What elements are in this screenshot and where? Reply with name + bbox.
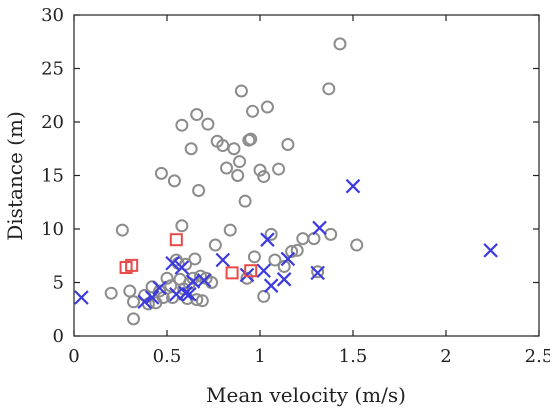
circle-point xyxy=(257,289,271,303)
circle-point xyxy=(192,183,206,197)
series-square-markers xyxy=(119,233,258,280)
circle-point xyxy=(175,219,189,233)
circle-point xyxy=(247,250,261,264)
circle-point xyxy=(333,37,347,51)
x-point xyxy=(137,294,152,310)
circle-point xyxy=(268,253,282,267)
square-point xyxy=(244,264,258,278)
circle-point xyxy=(167,174,181,188)
circle-point xyxy=(277,259,291,273)
circle-point xyxy=(244,132,258,146)
x-point xyxy=(345,178,361,194)
circle-point xyxy=(184,142,198,156)
y-tick-label: 10 xyxy=(41,219,64,240)
circle-point xyxy=(233,155,247,169)
plot-frame xyxy=(73,14,540,337)
circle-point xyxy=(281,137,295,151)
x-tick-label: 1 xyxy=(254,346,265,367)
x-point xyxy=(165,255,180,271)
x-point xyxy=(182,286,197,302)
x-point xyxy=(483,243,498,258)
series-circle-markers xyxy=(104,37,364,326)
circle-point xyxy=(186,271,200,285)
circle-point xyxy=(257,170,271,184)
x-point xyxy=(144,290,160,305)
axis-ticks xyxy=(73,14,540,337)
circle-point xyxy=(195,294,209,308)
circle-point xyxy=(175,118,189,132)
x-point xyxy=(260,232,275,247)
y-tick-label: 5 xyxy=(53,273,64,294)
x-tick-label: 2 xyxy=(440,346,451,367)
circle-point xyxy=(272,162,286,176)
square-point xyxy=(225,266,239,280)
y-tick-label: 30 xyxy=(41,5,64,26)
x-point xyxy=(256,263,271,279)
circle-point xyxy=(234,84,248,98)
square-point xyxy=(125,258,139,272)
circle-point xyxy=(231,169,245,182)
circle-point xyxy=(193,269,207,283)
circle-point xyxy=(115,223,129,237)
circle-point xyxy=(223,223,237,237)
circle-point xyxy=(264,227,278,241)
y-tick-label: 0 xyxy=(53,326,64,347)
circle-point xyxy=(227,142,241,156)
circle-point xyxy=(188,252,202,266)
circle-point xyxy=(260,100,274,114)
circle-point xyxy=(285,244,299,258)
circle-point xyxy=(246,104,260,118)
circle-point xyxy=(123,284,137,298)
circle-point xyxy=(311,265,325,279)
x-point xyxy=(196,273,212,288)
x-point xyxy=(312,220,327,236)
x-point xyxy=(74,290,89,305)
x-point xyxy=(276,272,292,287)
circle-point xyxy=(240,271,254,285)
x-axis-title: Mean velocity (m/s) xyxy=(206,383,406,407)
circle-point xyxy=(160,271,174,285)
circle-point xyxy=(322,82,336,96)
x-tick-label: 0.5 xyxy=(153,346,182,367)
x-point xyxy=(152,280,167,296)
x-tick-label: 1.5 xyxy=(339,346,368,367)
y-axis-title: Distance (m) xyxy=(3,111,27,241)
circle-point xyxy=(296,232,310,246)
circle-point xyxy=(127,312,141,326)
circle-point xyxy=(290,243,304,257)
x-point xyxy=(310,265,325,281)
x-tick-label: 2.5 xyxy=(525,346,550,367)
circle-point xyxy=(164,279,178,293)
x-tick-label: 0 xyxy=(68,346,79,367)
y-tick-label: 15 xyxy=(41,166,64,187)
x-point xyxy=(174,260,190,275)
series-x-markers xyxy=(74,178,498,310)
circle-point xyxy=(253,163,267,177)
circle-point xyxy=(154,166,168,180)
circle-point xyxy=(208,238,222,252)
circle-point xyxy=(216,139,230,153)
x-point xyxy=(239,267,255,283)
circle-point xyxy=(201,117,215,131)
circle-point xyxy=(324,227,338,241)
x-point xyxy=(215,252,231,268)
circle-point xyxy=(220,161,234,175)
circle-point xyxy=(127,295,141,309)
square-point xyxy=(169,233,183,247)
circle-point xyxy=(350,238,364,252)
y-tick-label: 25 xyxy=(41,59,64,80)
circle-point xyxy=(190,108,204,122)
circle-point xyxy=(153,284,167,298)
x-point xyxy=(178,285,193,301)
x-point xyxy=(263,278,279,293)
circle-point xyxy=(104,286,118,300)
x-point xyxy=(280,251,296,267)
circle-point xyxy=(238,194,252,208)
axis-tick-labels: 0 0.5 1 1.5 2 2.5 0 5 10 15 20 25 30 xyxy=(41,5,550,367)
data-marks xyxy=(74,37,498,326)
y-tick-label: 20 xyxy=(41,112,64,133)
